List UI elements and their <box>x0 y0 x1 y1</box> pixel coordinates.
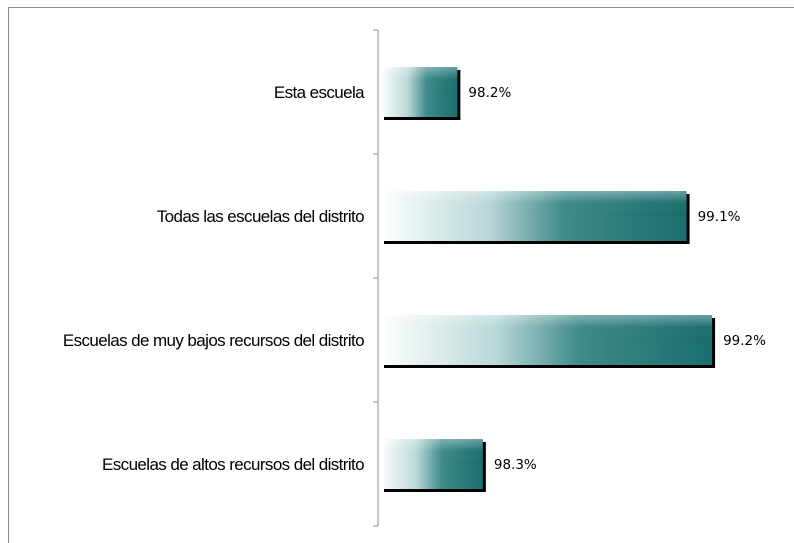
bar-highlight <box>381 191 687 216</box>
category-label: Todas las escuelas del distrito <box>157 207 364 226</box>
category-labels: Esta escuela Todas las escuelas del distr… <box>63 83 366 474</box>
bar-highlight <box>381 315 713 340</box>
value-label: 99.2% <box>723 333 766 349</box>
value-label: 99.1% <box>698 209 741 225</box>
category-label: Escuelas de altos recursos del distrito <box>102 455 364 474</box>
bar <box>381 67 461 120</box>
bar <box>381 191 690 244</box>
value-label: 98.2% <box>468 85 511 101</box>
bar <box>381 315 716 368</box>
axis-ticks <box>373 29 378 527</box>
chart-frame <box>8 7 794 543</box>
value-labels: 98.2% 99.1% 99.2% 98.3% <box>468 85 766 473</box>
bars-group <box>381 67 716 492</box>
bar-highlight <box>381 439 483 464</box>
value-label: 98.3% <box>494 457 537 473</box>
category-label: Esta escuela <box>274 83 365 102</box>
bar-highlight <box>381 67 458 92</box>
category-label: Escuelas de muy bajos recursos del distr… <box>63 331 364 350</box>
bar <box>381 439 486 492</box>
